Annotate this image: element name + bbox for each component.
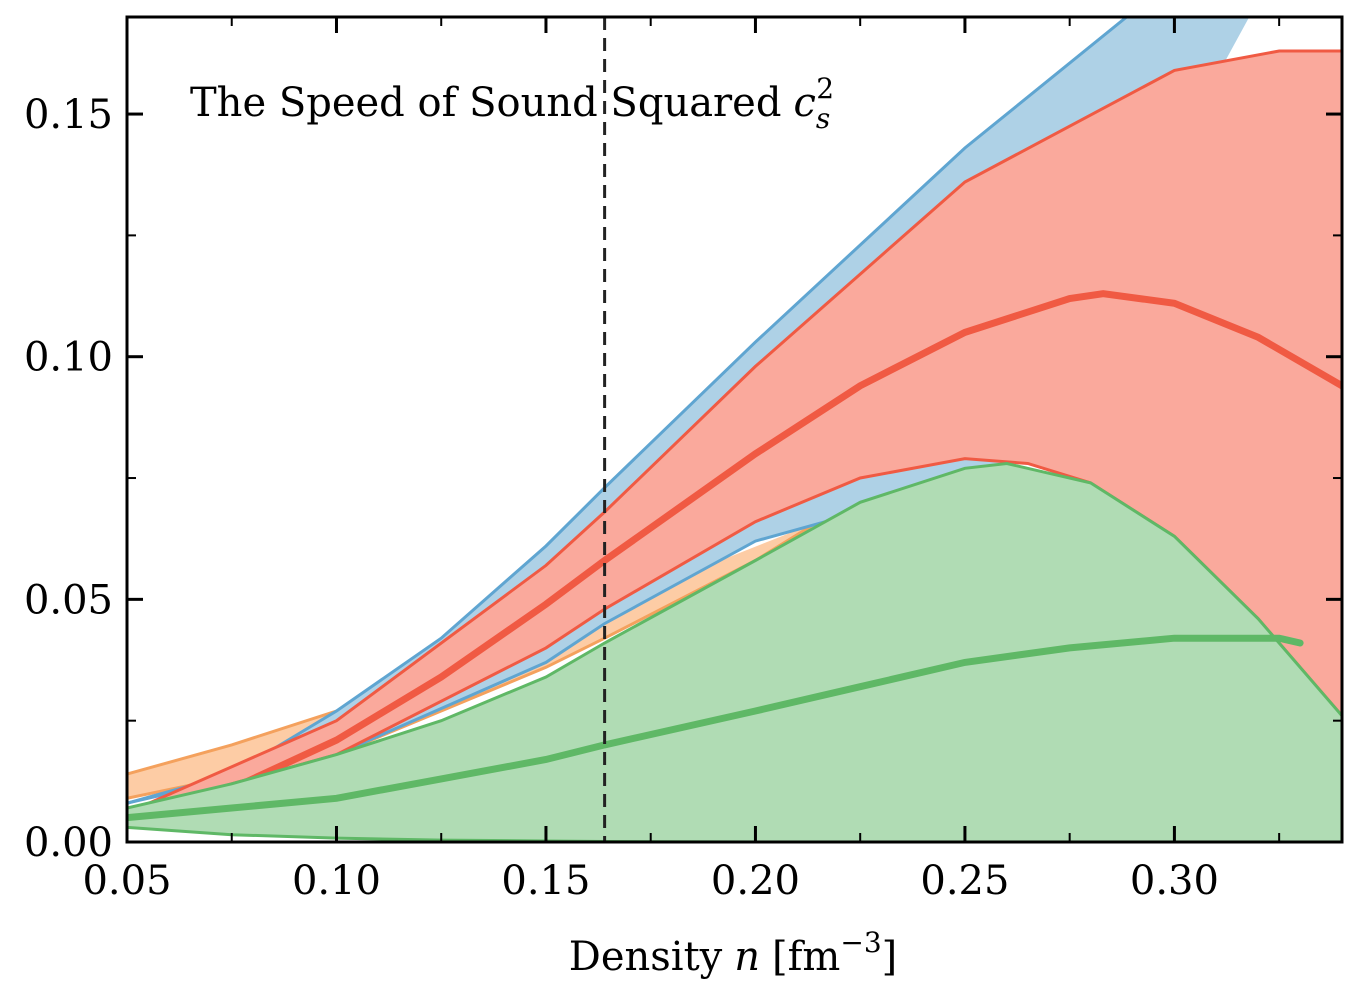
y-tick-label-0: 0.00 — [24, 820, 113, 866]
y-tick-label-1: 0.05 — [24, 577, 113, 623]
chart-title-symbol: c — [793, 80, 815, 126]
series-layer — [127, 17, 1342, 842]
series-2 — [127, 49, 1342, 817]
chart-title-symbol-sub: s — [816, 102, 830, 135]
x-tick-label-0: 0.05 — [82, 858, 171, 904]
x-axis-label-text: Density — [569, 934, 723, 980]
x-axis-label-unit-close: ] — [882, 934, 898, 980]
x-tick-label-5: 0.30 — [1130, 858, 1219, 904]
x-tick-label-2: 0.15 — [501, 858, 590, 904]
x-axis-label-symbol: n — [734, 934, 760, 980]
x-tick-label-3: 0.20 — [711, 858, 800, 904]
x-tick-label-1: 0.10 — [292, 858, 381, 904]
plot-frame — [125, 15, 1344, 844]
ticks-layer: 0.05 0.10 0.15 0.20 0.25 0.300.000.050.100.15 — [24, 17, 1342, 904]
series-2-median-line — [127, 290, 1342, 817]
chart-title: The Speed of Sound Squared cs2 — [190, 72, 834, 135]
x-tick-label-4: 0.25 — [920, 858, 1009, 904]
x-axis-label-unit: [fm — [772, 934, 840, 980]
chart-title-text: The Speed of Sound Squared — [190, 80, 781, 126]
series-3-upper-line — [127, 461, 1342, 810]
series-2-upper-line — [127, 49, 1342, 815]
x-axis-label: Density n [fm−3] — [569, 926, 898, 980]
y-tick-label-3: 0.15 — [24, 92, 113, 138]
series-3-band — [127, 463, 1342, 842]
series-2-band — [127, 51, 1342, 813]
y-tick-label-2: 0.10 — [24, 335, 113, 381]
series-3-median-line — [127, 634, 1304, 822]
x-axis-label-unit-sup: −3 — [840, 926, 881, 959]
chart-title-symbol-sup: 2 — [816, 72, 834, 105]
